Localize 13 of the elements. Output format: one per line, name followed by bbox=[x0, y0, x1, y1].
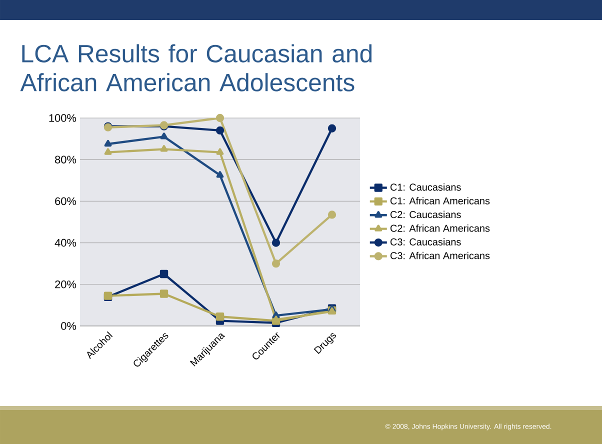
legend-label: C1: African Americans bbox=[390, 197, 490, 204]
y-tick-label: 80% bbox=[55, 156, 76, 164]
y-tick-label: 20% bbox=[55, 280, 76, 288]
legend-label: C1: Caucasians bbox=[390, 183, 461, 191]
y-tick-label: 60% bbox=[55, 197, 76, 206]
legend-label: C3: African Americans bbox=[390, 252, 490, 260]
chart-title: LCA Results for Caucasian and African American Adolescents bbox=[20, 44, 372, 92]
y-tick-label: 100% bbox=[49, 114, 76, 122]
legend-label: C3: Caucasians bbox=[390, 238, 461, 246]
y-tick-label: 0% bbox=[61, 322, 76, 330]
legend-label: C2: Caucasians bbox=[390, 210, 461, 218]
y-tick-label: 40% bbox=[54, 238, 76, 247]
legend-label: C2: African Americans bbox=[390, 224, 490, 232]
